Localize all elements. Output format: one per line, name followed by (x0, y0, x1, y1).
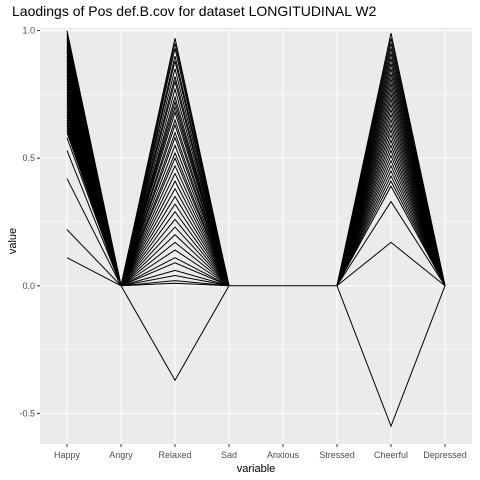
relaxed-line (120, 105, 230, 286)
x-tick-label: Cheerful (374, 450, 408, 460)
cheerful-line (336, 180, 446, 286)
y-tick-label: 0.5 (22, 153, 35, 163)
cheerful-line (336, 138, 446, 286)
relaxed-line (120, 180, 230, 286)
relaxed-line (120, 262, 230, 287)
relaxed-line (120, 131, 230, 286)
cheerful-line (336, 149, 446, 286)
cheerful-line (336, 118, 446, 286)
relaxed-line (120, 257, 230, 287)
y-axis-label: value (7, 228, 19, 254)
relaxed-line (120, 118, 230, 286)
x-axis-ticks: Happy Angry Relaxed Sad Anxious Stressed Cheer… (54, 444, 467, 460)
relaxed-line (120, 48, 230, 286)
happy-angry-line (66, 229, 122, 287)
cheerful-line (336, 169, 446, 286)
cheerful-line (336, 154, 446, 286)
relaxed-line (120, 79, 230, 286)
relaxed-line (120, 203, 230, 287)
loading-lines (66, 30, 446, 428)
relaxed-line (120, 218, 230, 287)
relaxed-line (120, 249, 230, 287)
relaxed-line (120, 110, 230, 286)
chart-title: Laodings of Pos def.B.cov for dataset LO… (12, 3, 377, 19)
cheerful-line (336, 164, 446, 286)
happy-angry-line (66, 137, 122, 286)
relaxed-line (120, 282, 230, 287)
x-tick-label: Sad (221, 450, 237, 460)
relaxed-line (120, 234, 230, 287)
happy-angry-line (66, 178, 122, 286)
cheerful-line (336, 174, 446, 286)
relaxed-line (120, 285, 230, 382)
x-tick-label: Depressed (423, 450, 467, 460)
cheerful-line (336, 113, 446, 286)
cheerful-line (336, 144, 446, 286)
relaxed-line (120, 275, 230, 287)
relaxed-line (120, 195, 230, 287)
y-tick-label: 1.0 (22, 26, 35, 36)
cheerful-line (336, 128, 446, 286)
relaxed-line (120, 151, 230, 286)
y-tick-label: -0.5 (19, 408, 35, 418)
y-axis-ticks: -0.5 0.0 0.5 1.0 (19, 26, 40, 418)
relaxed-line (120, 144, 230, 286)
relaxed-line (120, 172, 230, 286)
x-axis-label: variable (237, 463, 276, 475)
x-tick-label: Anxious (267, 450, 300, 460)
x-tick-label: Relaxed (158, 450, 191, 460)
relaxed-line (120, 187, 230, 287)
cheerful-line (336, 241, 446, 287)
cheerful-line (336, 185, 446, 287)
relaxed-line (120, 61, 230, 286)
happy-angry-line (66, 257, 122, 287)
x-tick-label: Happy (54, 450, 81, 460)
relaxed-line (120, 280, 230, 287)
relaxed-line (120, 87, 230, 286)
happy-angry-line (66, 150, 122, 286)
relaxed-line (120, 68, 230, 286)
relaxed-line (120, 136, 230, 286)
relaxed-line (120, 123, 230, 286)
cheerful-line (336, 123, 446, 286)
cheerful-line (336, 133, 446, 286)
cheerful-line (336, 159, 446, 286)
relaxed-line (120, 241, 230, 287)
x-tick-label: Stressed (319, 450, 355, 460)
relaxed-line (120, 210, 230, 287)
relaxed-line (120, 269, 230, 287)
cheerful-line (336, 285, 446, 428)
cheerful-line (336, 200, 446, 287)
cheerful-line (336, 107, 446, 286)
relaxed-line (120, 164, 230, 286)
y-tick-label: 0.0 (22, 281, 35, 291)
relaxed-line (120, 226, 230, 287)
relaxed-line (120, 156, 230, 286)
x-tick-label: Angry (109, 450, 133, 460)
